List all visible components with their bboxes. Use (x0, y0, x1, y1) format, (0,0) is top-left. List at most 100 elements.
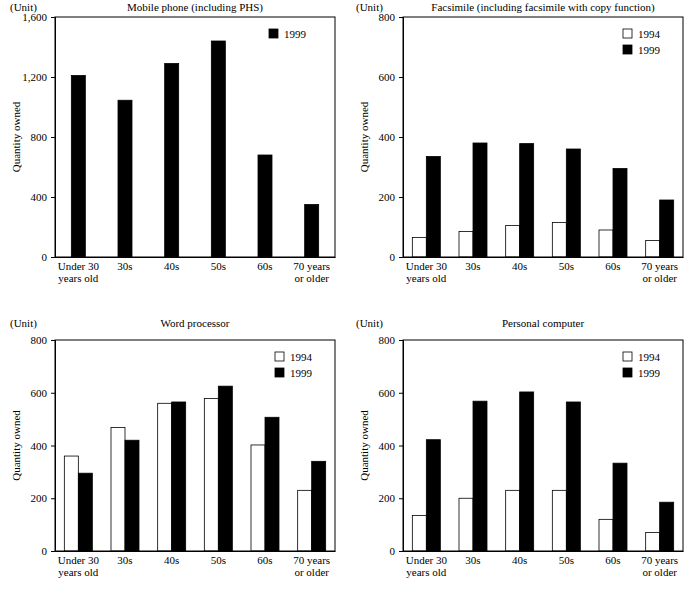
tick: 50s (559, 554, 574, 566)
tick: 70 yearsor older (641, 260, 678, 284)
tick: 50s (559, 260, 574, 272)
tick: 200 (31, 492, 56, 504)
bar (125, 440, 139, 551)
tick-mark (399, 17, 403, 18)
legend-label: 1999 (638, 44, 661, 56)
tick-label-line: Under 30 (58, 260, 100, 272)
legend: 19941999 (623, 351, 661, 379)
tick-mark (51, 446, 55, 447)
bar (459, 232, 473, 258)
tick: 60s (257, 554, 272, 566)
axis-line (51, 341, 56, 552)
y-axis-title: Quantity owned (10, 410, 22, 481)
tick: 40s (164, 554, 179, 566)
tick: 70 yearsor older (293, 260, 330, 284)
bars (412, 392, 673, 551)
unit-label: (Unit) (10, 1, 37, 14)
title: Personal computer (502, 317, 585, 329)
tick-label-line: Under 30 (406, 554, 448, 566)
x-axis: Under 30years old30s40s50s60s70 yearsor … (404, 552, 684, 578)
legend-swatch (623, 29, 632, 38)
tick-mark (399, 551, 403, 552)
tick-label: Under 30years old (58, 260, 100, 284)
tick: 600 (379, 387, 404, 399)
bar (660, 502, 674, 551)
bar (78, 473, 92, 551)
tick: 40s (512, 554, 527, 566)
bar (520, 144, 534, 257)
tick-label-line: or older (642, 272, 677, 284)
tick: 600 (31, 387, 56, 399)
bar (412, 515, 426, 551)
bar (473, 143, 487, 257)
tick-mark (51, 551, 55, 552)
tick-mark (51, 77, 55, 78)
y-axis-title: Quantity owned (358, 101, 370, 172)
tick-label: 0 (390, 545, 396, 557)
tick: 200 (379, 191, 404, 203)
bar (646, 533, 660, 551)
bar (172, 402, 186, 551)
tick: 30s (117, 260, 132, 272)
bar (265, 417, 279, 551)
tick-label-line: or older (642, 566, 677, 578)
tick-label-line: 60s (257, 554, 272, 566)
tick-label: 40s (164, 260, 179, 272)
tick-label-line: 50s (559, 260, 574, 272)
tick-label: 50s (211, 260, 226, 272)
tick: 0 (390, 251, 404, 263)
tick-mark (51, 197, 55, 198)
bar (660, 200, 674, 257)
tick-label: 50s (559, 260, 574, 272)
tick-label-line: 70 years (641, 260, 678, 272)
plot-frame (55, 340, 335, 551)
y-axis: 04008001,2001,600 (22, 11, 55, 263)
axis-line (56, 257, 336, 258)
panel: 04008001,2001,600Under 30years old 30s 40s… (10, 1, 336, 284)
bar (566, 402, 580, 551)
axis-line (399, 341, 404, 552)
bar (251, 445, 265, 551)
tick: 60s (605, 554, 620, 566)
tick-label-line: 60s (605, 554, 620, 566)
bar (64, 456, 78, 551)
y-axis-title: Quantity owned (10, 101, 22, 172)
bar (165, 64, 179, 258)
tick-label: 30s (465, 554, 480, 566)
bar (599, 519, 613, 551)
tick-label: 400 (379, 131, 396, 143)
bar (552, 223, 566, 258)
tick-label-line: 50s (211, 554, 226, 566)
panel: 0200400600800Under 30years old30s40s50s6… (10, 317, 336, 578)
bar (305, 205, 319, 258)
legend-label: 1994 (638, 351, 661, 363)
tick-label: 800 (31, 334, 48, 346)
tick-mark (399, 340, 403, 341)
tick-mark (51, 257, 55, 258)
title: Facsimile (including facsimile with copy… (431, 1, 655, 14)
tick: 400 (31, 191, 56, 203)
tick: 60s (605, 260, 620, 272)
tick: Under 30years old (406, 554, 448, 578)
tick-mark (399, 137, 403, 138)
tick-label-line: Under 30 (58, 554, 100, 566)
tick-label: 0 (42, 545, 48, 557)
plot-frame (55, 17, 335, 257)
y-axis: 0200400600800 (31, 334, 56, 557)
figure: 04008001,2001,600Under 30years old30s40s… (0, 0, 689, 594)
legend: 19941999 (623, 28, 661, 56)
tick: 800 (31, 334, 56, 346)
tick-label: 600 (379, 71, 396, 83)
x-axis: Under 30years old 30s 40s 50s 60s 70 yearsor … (56, 258, 336, 284)
axis-line (51, 18, 56, 258)
bar (506, 226, 520, 258)
tick-label: 70 yearsor older (641, 260, 678, 284)
bar (71, 76, 85, 258)
legend-swatch (275, 352, 284, 361)
tick: 200 (379, 492, 404, 504)
bar (204, 399, 218, 551)
tick-label: 60s (257, 260, 272, 272)
tick-label: 800 (379, 334, 396, 346)
panel: 0200400600800Under 30years old30s40s50s6… (356, 1, 684, 284)
tick: 30s (465, 260, 480, 272)
